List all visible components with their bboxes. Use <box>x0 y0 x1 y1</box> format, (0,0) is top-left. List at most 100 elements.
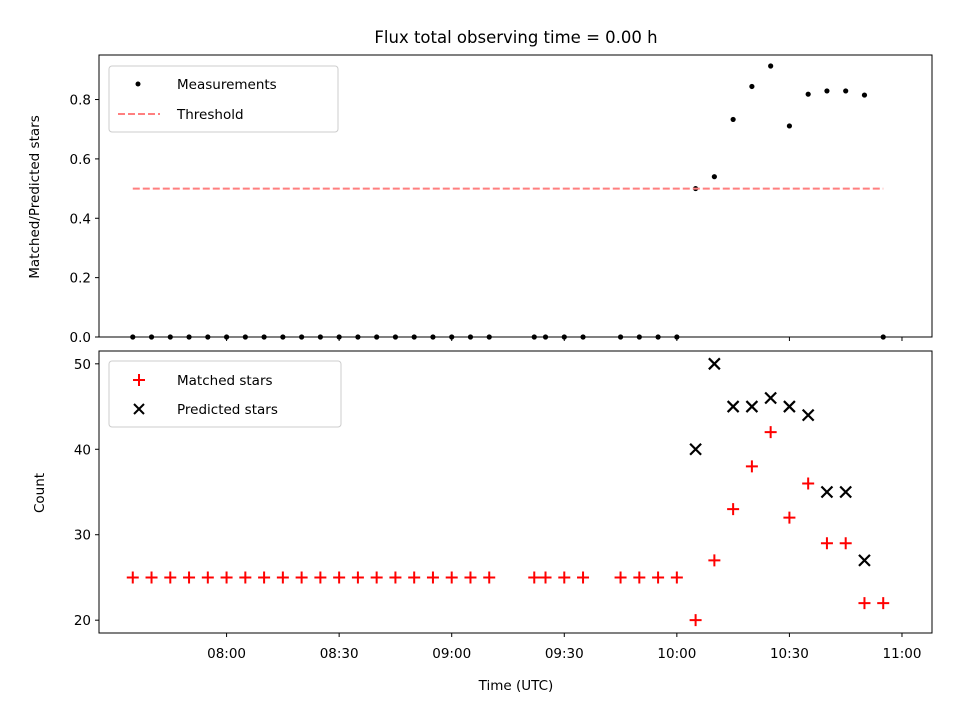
legend-label-matched-stars: Matched stars <box>177 373 273 389</box>
top-measurements-point <box>768 63 774 69</box>
top-measurements-point <box>261 334 267 340</box>
bottom-predicted-stars-point <box>745 400 759 413</box>
top-measurements-point <box>449 334 455 340</box>
top-axes-frame <box>98 54 933 338</box>
bottom-matched-stars-point <box>370 571 383 584</box>
bottom-matched-stars-point <box>745 460 758 473</box>
bottom-matched-stars-point <box>333 571 346 584</box>
bottom-matched-stars-point <box>164 571 177 584</box>
top-measurements-point <box>411 334 417 340</box>
bottom-y-tick-label: 30 <box>74 528 91 544</box>
bottom-x-tick-label: 10:00 <box>657 646 696 662</box>
bottom-matched-stars-point <box>839 537 852 550</box>
top-measurements-point <box>636 334 642 340</box>
bottom-matched-stars-point <box>483 571 496 584</box>
bottom-matched-stars-point <box>389 571 402 584</box>
legend-label-predicted-stars: Predicted stars <box>177 402 278 418</box>
top-measurements-point <box>580 334 586 340</box>
top-measurements-point <box>130 334 136 340</box>
bottom-x-tick-label: 11:00 <box>883 646 922 662</box>
top-plot: 0.0 0.2 0.4 0.6 0.8 <box>70 54 933 346</box>
bottom-x-tick-label: 08:30 <box>320 646 359 662</box>
top-measurements-point <box>843 88 849 94</box>
top-measurements-point <box>223 334 230 340</box>
top-measurements-point <box>730 116 736 123</box>
bottom-matched-stars-point <box>670 571 683 584</box>
top-measurements-point <box>655 334 661 340</box>
top-measurements-point <box>430 334 436 340</box>
top-measurements-point <box>280 334 286 340</box>
bottom-predicted-stars-point <box>764 391 777 405</box>
bottom-y-tick-label: 50 <box>74 357 91 373</box>
bottom-axes-frame <box>98 350 933 634</box>
bottom-matched-stars-point <box>708 554 721 567</box>
bottom-matched-stars-point <box>858 597 871 610</box>
bottom-matched-stars-point <box>201 571 214 584</box>
top-legend: Measurements Threshold <box>108 65 339 133</box>
top-measurements-point <box>486 334 492 340</box>
bottom-predicted-stars-point <box>839 485 852 499</box>
legend-marker-measurements <box>135 81 141 87</box>
bottom-matched-stars-point <box>877 597 890 610</box>
top-measurements-point <box>861 92 868 98</box>
top-y-tick-label: 0.4 <box>70 211 91 227</box>
bottom-matched-stars-point <box>351 571 364 584</box>
bottom-y-tick-label: 40 <box>74 442 91 458</box>
bottom-matched-stars-point <box>558 571 571 584</box>
bottom-predicted-stars-point <box>858 554 871 567</box>
bottom-matched-stars-point <box>426 571 439 584</box>
bottom-matched-stars-point <box>464 571 477 584</box>
bottom-matched-stars-point <box>126 571 139 584</box>
bottom-matched-stars-point <box>220 571 233 584</box>
top-measurements-point <box>749 83 755 90</box>
bottom-matched-stars-point <box>614 571 627 584</box>
bottom-x-tick-label: 09:00 <box>432 646 471 662</box>
bottom-matched-stars-point <box>295 571 308 584</box>
bottom-matched-stars-point <box>183 571 196 584</box>
bottom-matched-stars-point <box>633 571 646 584</box>
x-axis-label: Time (UTC) <box>478 678 554 694</box>
bottom-matched-stars-point <box>314 571 327 584</box>
legend-box <box>108 65 339 133</box>
top-measurements-point <box>561 334 567 340</box>
top-measurements-point <box>148 334 155 340</box>
top-measurements-point <box>617 334 624 340</box>
chart-title: Flux total observing time = 0.00 h <box>374 28 657 47</box>
bottom-predicted-stars-point <box>820 485 834 499</box>
bottom-x-tick-label: 09:30 <box>545 646 584 662</box>
bottom-matched-stars-point <box>239 571 252 584</box>
bottom-y-tick-label: 20 <box>74 613 91 629</box>
top-y-axis-label: Matched/Predicted stars <box>27 115 43 278</box>
bottom-matched-stars-point <box>445 571 458 584</box>
top-measurements-point <box>711 174 717 180</box>
legend-marker-predicted-stars <box>133 403 145 415</box>
bottom-x-tick-label: 10:30 <box>770 646 809 662</box>
top-measurements-point <box>824 88 830 94</box>
bottom-legend: Matched stars Predicted stars <box>108 360 342 428</box>
top-measurements-point <box>805 91 811 97</box>
bottom-predicted-stars-point <box>783 400 796 413</box>
top-measurements-point <box>392 334 399 340</box>
bottom-matched-stars-point <box>145 571 158 584</box>
bottom-matched-stars-point <box>820 537 833 550</box>
top-measurements-point <box>186 334 192 340</box>
bottom-matched-stars-point <box>727 503 740 516</box>
bottom-matched-stars-point <box>276 571 289 584</box>
bottom-matched-stars-point <box>528 571 541 584</box>
bottom-matched-stars-point <box>783 511 796 524</box>
top-measurements-point <box>205 334 211 340</box>
legend-box <box>108 360 342 428</box>
bottom-x-tick-label: 08:00 <box>207 646 246 662</box>
bottom-predicted-stars-point <box>708 357 721 371</box>
top-measurements-point <box>317 334 323 340</box>
legend-marker-matched-stars <box>133 374 145 386</box>
bottom-matched-stars-point <box>577 571 590 584</box>
bottom-matched-stars-point <box>689 614 702 627</box>
top-measurements-point <box>355 334 361 340</box>
top-measurements-point <box>531 334 537 340</box>
bottom-matched-stars-point <box>652 571 665 584</box>
top-y-tick-label: 0.0 <box>70 330 91 346</box>
bottom-predicted-stars-point <box>726 400 740 413</box>
top-measurements-point <box>374 334 380 340</box>
